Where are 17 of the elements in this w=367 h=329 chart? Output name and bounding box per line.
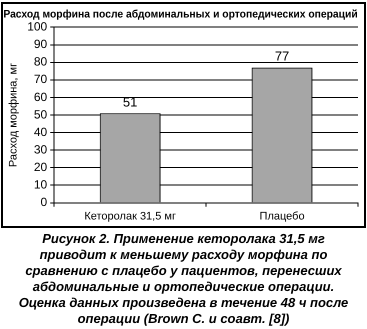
y-tick-label: 50 — [34, 107, 48, 122]
data-label: 77 — [274, 48, 290, 64]
x-tick-label: Кеторолак 31,5 мг — [84, 210, 176, 222]
text: Рисунок 2. Применение кеторолака 31,5 мг приводит к меньшему расходу морфина по сравнению с плацебо у пациентов, перенесших абдоминальные и ортопедические операции. Оценка данных произведена в течение 48 ч после операции (Brown C. и соавт. [8]) — [18, 230, 350, 327]
y-tick-label: 30 — [34, 142, 48, 156]
y-tick-label: 80 — [34, 54, 48, 69]
y-tick-label: 20 — [34, 160, 48, 174]
y-axis-title: Расход морфина, мг — [8, 62, 20, 168]
y-tick-label: 70 — [34, 72, 48, 86]
y-tick-label: 60 — [34, 90, 48, 104]
y-tick-label: 40 — [34, 124, 48, 139]
chart-title: Расход морфина после абдоминальных и ортопедических операций — [3, 8, 358, 21]
y-tick-label: 100 — [27, 20, 48, 34]
y-tick-label: 90 — [34, 37, 48, 52]
y-tick-label: 0 — [40, 195, 48, 210]
y-tick-label: 10 — [34, 178, 48, 192]
x-tick-label: Плацебо — [260, 210, 305, 222]
